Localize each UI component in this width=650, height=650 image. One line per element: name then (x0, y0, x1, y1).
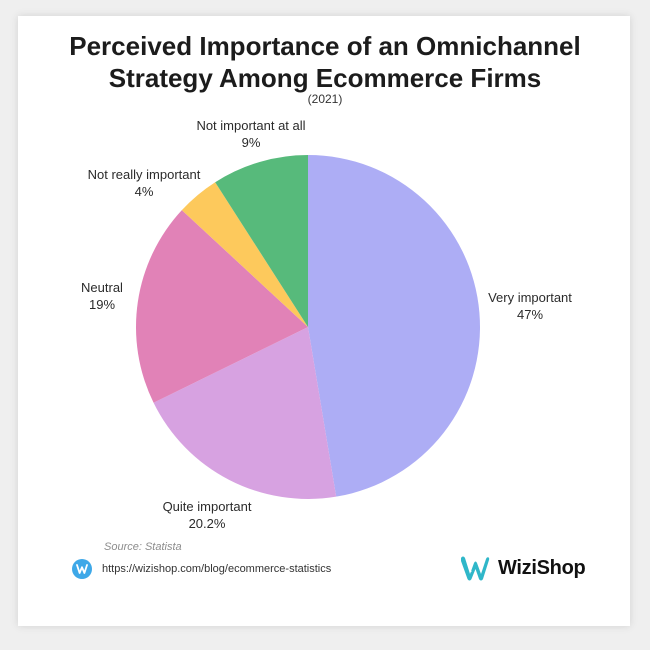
chart-title-line-1: Perceived Importance of an Omnichannel (69, 31, 581, 61)
source-url[interactable]: https://wizishop.com/blog/ecommerce-stat… (102, 563, 332, 575)
slice-name: Quite important (162, 499, 252, 514)
slice-value: 4% (134, 184, 154, 199)
slice-value: 9% (241, 135, 261, 150)
pie-slice-very-important (308, 155, 480, 497)
source-note: Source: Statista (104, 541, 182, 553)
slice-label-quite-important: Quite important 20.2% (147, 498, 267, 532)
pie-slice-neutral (135, 210, 308, 403)
slice-name: Not important at all (196, 118, 306, 133)
slice-label-not-really-important: Not really important 4% (66, 166, 222, 200)
slice-label-not-important-at-all: Not important at all 9% (176, 117, 326, 151)
source-url-row: https://wizishop.com/blog/ecommerce-stat… (72, 558, 331, 580)
slice-label-neutral: Neutral 19% (50, 279, 154, 313)
chart-title-line-2: Strategy Among Ecommerce Firms (108, 63, 542, 93)
wizishop-w-icon (72, 559, 92, 579)
slice-value: 47% (516, 307, 544, 322)
pie-slice-quite-important (153, 327, 337, 499)
slice-name: Neutral (81, 280, 123, 295)
slice-name: Very important (488, 290, 572, 305)
chart-subtitle: (2021) (307, 92, 343, 106)
pie-slice-not-important-at-all (215, 155, 308, 327)
slice-name: Not really important (87, 167, 201, 182)
slice-value: 19% (88, 297, 116, 312)
pie-slice-not-really-important (181, 182, 308, 327)
brand-logo: WiziShop (458, 551, 586, 585)
slice-value: 20.2% (188, 516, 226, 531)
wizishop-logo-icon (461, 556, 490, 581)
slice-label-very-important: Very important 47% (470, 289, 590, 323)
chart-title: Perceived Importance of an Omnichannel S… (0, 30, 650, 94)
brand-name: WiziShop (498, 556, 586, 579)
